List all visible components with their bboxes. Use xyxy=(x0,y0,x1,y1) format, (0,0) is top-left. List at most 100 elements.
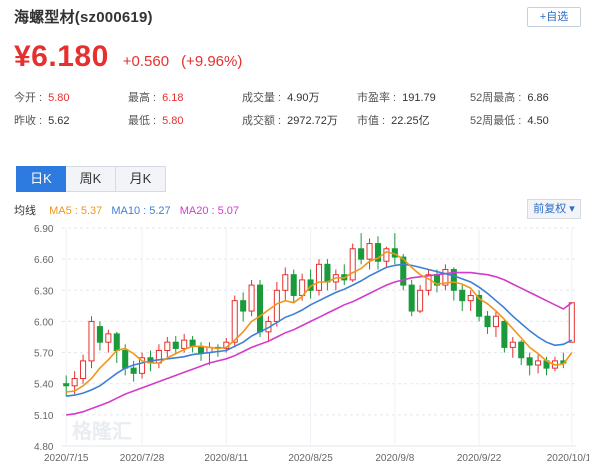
stat-turnover: 成交额 : 2972.72万 xyxy=(242,112,338,128)
y-tick-label: 6.90 xyxy=(34,224,54,235)
candle-body xyxy=(130,367,137,374)
candle-body xyxy=(535,360,542,366)
ma10-line xyxy=(66,263,573,397)
candle-body xyxy=(189,339,196,347)
stat-mktcap-label: 市值 : xyxy=(357,115,386,127)
x-tick-label: 2020/8/11 xyxy=(204,453,248,464)
candle-body xyxy=(526,357,533,366)
ma-legend: 均线 MA5 : 5.37 MA10 : 5.27 MA20 : 5.07 xyxy=(14,202,245,218)
candle-body xyxy=(358,248,365,260)
stat-prev-close: 昨收 : 5.62 xyxy=(14,112,70,128)
stat-low-value: 5.80 xyxy=(162,115,184,127)
candle-body xyxy=(366,243,373,260)
candle-body xyxy=(88,320,95,362)
price-adjust-dropdown[interactable]: 前复权 ▾ xyxy=(527,199,581,219)
candle-body xyxy=(240,300,247,312)
stock-title: 海螺型材(sz000619) xyxy=(14,9,153,26)
watermark-text: 格隆汇 xyxy=(72,419,132,443)
stat-open-value: 5.80 xyxy=(48,92,70,104)
candle-body xyxy=(164,341,171,351)
stat-pe-value: 191.79 xyxy=(402,92,436,104)
chart-grid xyxy=(62,227,576,447)
x-tick-label: 2020/7/28 xyxy=(120,453,165,464)
stat-prev-close-label: 昨收 : xyxy=(14,115,43,127)
candle-body xyxy=(417,289,424,312)
stat-turnover-label: 成交额 : xyxy=(242,115,282,127)
stat-open-label: 今开 : xyxy=(14,92,43,104)
candle-body xyxy=(231,300,238,343)
candle-body xyxy=(442,269,449,286)
candle-body xyxy=(450,269,457,291)
x-tick-label: 2020/9/8 xyxy=(375,453,414,464)
y-axis-labels: 6.90 6.60 6.30 6.00 5.70 5.40 5.10 4.80 xyxy=(34,224,54,453)
stat-volume-label: 成交量 : xyxy=(242,92,282,104)
tab-monthly-k[interactable]: 月K xyxy=(116,166,166,192)
x-tick-label: 2020/9/22 xyxy=(457,453,502,464)
price-change: +0.560 xyxy=(122,53,170,70)
candle-body xyxy=(256,284,264,333)
x-tick-label: 2020/7/15 xyxy=(44,453,89,464)
candle-body xyxy=(408,284,415,312)
y-tick-label: 6.00 xyxy=(34,317,54,328)
stat-turnover-value: 2972.72万 xyxy=(287,115,338,127)
candle-body xyxy=(113,333,120,351)
candle-body xyxy=(181,339,188,349)
candle-body xyxy=(105,333,112,343)
ma5-legend: MA5 : 5.37 xyxy=(49,205,103,217)
ma20-line xyxy=(66,271,573,416)
candle-body xyxy=(248,284,255,312)
candle-body xyxy=(518,341,525,359)
candle-body xyxy=(282,274,289,291)
candle-body xyxy=(172,341,179,349)
y-tick-label: 5.40 xyxy=(34,380,54,391)
candle-body xyxy=(568,302,575,343)
stat-mktcap-value: 22.25亿 xyxy=(391,115,430,127)
stat-high-value: 6.18 xyxy=(162,92,184,104)
candle-body xyxy=(492,315,499,328)
stat-low: 最低 : 5.80 xyxy=(128,112,184,128)
ma10-legend: MA10 : 5.27 xyxy=(111,205,171,217)
candle-body xyxy=(315,263,323,291)
stat-high52: 52周最高 : 6.86 xyxy=(470,89,549,105)
x-tick-label: 2020/8/25 xyxy=(288,453,333,464)
x-tick-label: 2020/10/12 xyxy=(547,453,589,464)
stat-low52: 52周最低 : 4.50 xyxy=(470,112,549,128)
candle-body xyxy=(374,243,382,262)
period-tabs: 日K 周K 月K xyxy=(16,166,166,192)
tab-weekly-k[interactable]: 周K xyxy=(66,166,116,192)
y-tick-label: 6.30 xyxy=(34,286,54,297)
candle-body xyxy=(383,248,390,262)
current-price: ¥6.180 xyxy=(14,40,109,73)
candle-body xyxy=(501,320,508,348)
candle-body xyxy=(96,326,103,343)
stat-low52-label: 52周最低 : xyxy=(470,115,522,127)
stat-prev-close-value: 5.62 xyxy=(48,115,70,127)
quote-row: ¥6.180 +0.560 (+9.96%) xyxy=(14,40,242,76)
candlestick-chart[interactable]: 格隆汇 6.90 6.60 6.30 6.00 5.70 5.40 5.10 4.80 202… xyxy=(0,220,589,470)
candle-body xyxy=(324,263,331,283)
ma5-line xyxy=(66,251,573,393)
candle-body xyxy=(139,357,146,374)
candle-body xyxy=(509,341,516,348)
stat-high: 最高 : 6.18 xyxy=(128,89,184,105)
y-tick-label: 4.80 xyxy=(34,442,54,453)
stat-mktcap: 市值 : 22.25亿 xyxy=(357,112,430,128)
candle-body xyxy=(63,383,70,387)
add-watchlist-button[interactable]: +自选 xyxy=(527,7,581,27)
ma-lines-layer xyxy=(66,251,573,416)
y-tick-label: 5.70 xyxy=(34,349,54,360)
y-tick-label: 5.10 xyxy=(34,411,54,422)
ma-legend-label: 均线 xyxy=(14,205,36,217)
stat-high52-label: 52周最高 : xyxy=(470,92,522,104)
candles-layer xyxy=(63,233,575,397)
candle-body xyxy=(290,274,297,296)
ma20-legend: MA20 : 5.07 xyxy=(179,205,240,217)
price-change-percent: (+9.96%) xyxy=(181,53,243,70)
stat-pe-label: 市盈率 : xyxy=(357,92,397,104)
stat-high-label: 最高 : xyxy=(128,92,157,104)
y-tick-label: 6.60 xyxy=(34,255,54,266)
candle-body xyxy=(349,248,356,281)
stock-header: 海螺型材(sz000619) xyxy=(14,6,153,28)
stat-volume-value: 4.90万 xyxy=(287,92,320,104)
tab-daily-k[interactable]: 日K xyxy=(16,166,66,192)
